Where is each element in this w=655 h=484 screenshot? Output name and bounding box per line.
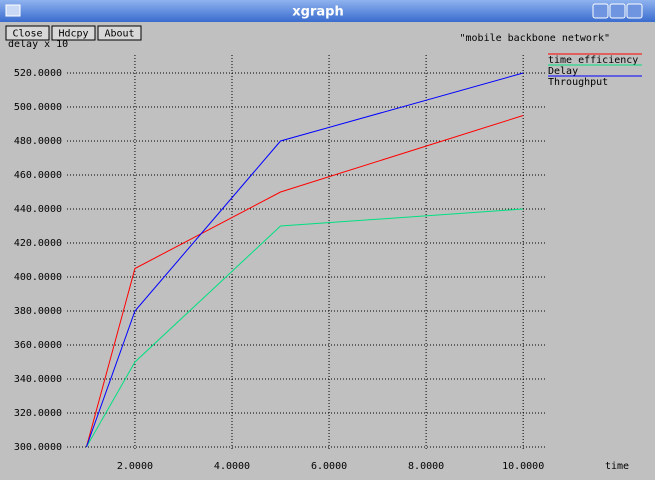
x-tick-label: 4.0000: [214, 461, 250, 472]
x-tick-label: 10.0000: [502, 461, 544, 472]
legend-label: Throughput: [548, 77, 608, 88]
y-tick-label: 320.0000: [14, 408, 62, 419]
window-menu-icon[interactable]: [5, 4, 21, 17]
toolbar-button-label: Hdcpy: [58, 29, 88, 40]
toolbar-button[interactable]: [51, 25, 96, 41]
maximize-button[interactable]: [609, 3, 626, 19]
y-tick-label: 400.0000: [14, 272, 62, 283]
title-bar: [0, 0, 655, 22]
minimize-button[interactable]: [592, 3, 609, 19]
toolbar-button-label: About: [104, 29, 134, 40]
y-tick-label: 380.0000: [14, 306, 62, 317]
x-tick-label: 6.0000: [311, 461, 347, 472]
y-axis-label: delay x 10: [8, 39, 68, 50]
close-window-button[interactable]: [626, 3, 643, 19]
data-line: [85, 115, 524, 448]
y-tick-label: 520.0000: [14, 68, 62, 79]
x-axis-label: time: [605, 461, 629, 472]
legend-label: time efficiency: [548, 55, 638, 66]
toolbar-button[interactable]: [97, 25, 142, 41]
data-line: [85, 72, 524, 448]
chart-title: "mobile backbone network": [459, 33, 610, 44]
toolbar-button[interactable]: [5, 25, 50, 41]
legend-label: Delay: [548, 66, 578, 77]
y-tick-label: 480.0000: [14, 136, 62, 147]
x-tick-label: 8.0000: [408, 461, 444, 472]
data-line: [85, 208, 524, 448]
y-tick-label: 360.0000: [14, 340, 62, 351]
y-tick-label: 460.0000: [14, 170, 62, 181]
toolbar-button-label: Close: [12, 29, 42, 40]
y-tick-label: 300.0000: [14, 442, 62, 453]
y-tick-label: 420.0000: [14, 238, 62, 249]
y-tick-label: 440.0000: [14, 204, 62, 215]
y-tick-label: 340.0000: [14, 374, 62, 385]
y-tick-label: 500.0000: [14, 102, 62, 113]
window-title: xgraph: [292, 5, 343, 20]
x-tick-label: 2.0000: [117, 461, 153, 472]
